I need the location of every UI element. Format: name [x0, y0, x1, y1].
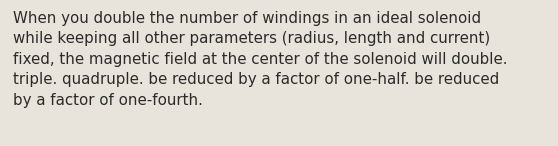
Text: When you double the number of windings in an ideal solenoid
while keeping all ot: When you double the number of windings i…: [13, 11, 507, 108]
